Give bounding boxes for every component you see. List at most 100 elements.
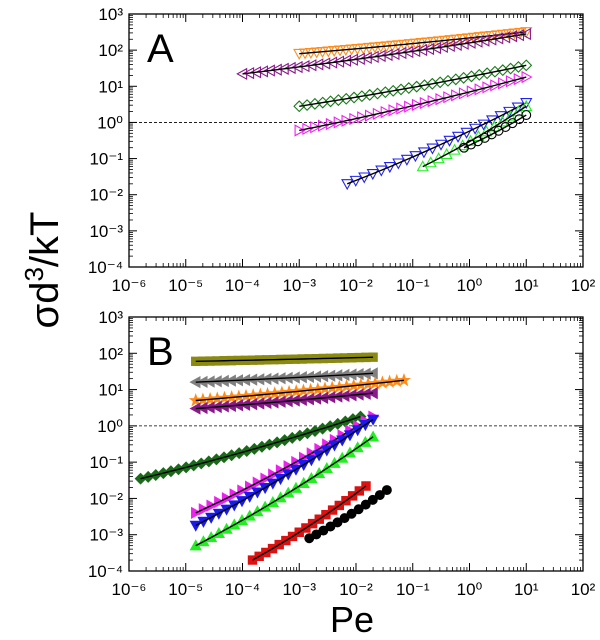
fit-line bbox=[195, 392, 374, 410]
data-point bbox=[458, 87, 470, 100]
x-tick-label: 10⁻² bbox=[339, 276, 373, 295]
y-tick-label: 10⁻³ bbox=[89, 222, 123, 241]
y-tick-label: 10⁻³ bbox=[89, 526, 123, 545]
fit-line bbox=[252, 485, 367, 561]
y-tick-label: 10⁻¹ bbox=[89, 150, 123, 169]
data-point bbox=[302, 122, 314, 136]
data-point bbox=[325, 117, 337, 131]
data-point bbox=[368, 352, 378, 362]
x-tick-label: 10⁻⁵ bbox=[168, 276, 203, 295]
data-point bbox=[310, 121, 322, 134]
y-tick-label: 10⁻⁴ bbox=[88, 562, 123, 581]
x-tick-label: 10¹ bbox=[514, 580, 539, 599]
panel-label: B bbox=[147, 330, 174, 374]
series-1 bbox=[236, 27, 531, 81]
y-tick-label: 10⁻⁴ bbox=[88, 258, 123, 277]
x-axis-title: Pe bbox=[330, 599, 374, 640]
fit-line bbox=[422, 105, 527, 168]
x-tick-label: 10⁻⁴ bbox=[225, 276, 260, 295]
y-axis-title: σd3/kT bbox=[19, 212, 67, 329]
y-tick-label: 10² bbox=[98, 344, 123, 363]
data-point bbox=[482, 81, 494, 94]
fit-line bbox=[140, 415, 361, 480]
data-point bbox=[521, 110, 532, 121]
y-tick-label: 10⁻² bbox=[89, 489, 123, 508]
series-3 bbox=[294, 70, 533, 137]
x-tick-label: 10² bbox=[571, 580, 596, 599]
data-point bbox=[318, 119, 330, 132]
fit-line bbox=[195, 372, 374, 383]
panel-b: 10⁻⁶ 10⁻⁵ 10⁻⁴ 10⁻³ 10⁻² 10⁻¹ 10⁰ 10¹ 10² 10⁻⁴ 10⁻… bbox=[88, 308, 596, 599]
x-tick-label: 10⁻³ bbox=[282, 580, 316, 599]
data-point bbox=[189, 520, 202, 532]
data-point bbox=[466, 85, 478, 98]
series-4 bbox=[341, 98, 533, 191]
y-tick-label: 10¹ bbox=[98, 381, 123, 400]
x-tick-label: 10⁰ bbox=[457, 276, 483, 295]
data-point bbox=[333, 116, 345, 129]
series-9 bbox=[304, 485, 392, 544]
data-point bbox=[411, 98, 423, 111]
data-point bbox=[364, 109, 377, 122]
data-point bbox=[341, 179, 354, 191]
data-point bbox=[451, 89, 463, 102]
data-point bbox=[404, 100, 416, 113]
data-point bbox=[372, 107, 384, 120]
data-point bbox=[357, 111, 369, 124]
data-point bbox=[498, 77, 510, 90]
fit-line bbox=[463, 114, 527, 149]
data-point bbox=[443, 91, 455, 104]
data-point bbox=[293, 48, 306, 60]
x-tick-label: 10⁻¹ bbox=[396, 580, 430, 599]
series-6 bbox=[459, 110, 532, 153]
series-2 bbox=[188, 372, 411, 407]
data-point bbox=[512, 105, 525, 117]
data-point bbox=[519, 27, 531, 41]
y-tick-label: 10⁻² bbox=[89, 186, 123, 205]
x-tick-label: 10⁻⁵ bbox=[168, 580, 203, 599]
y-tick-label: 10³ bbox=[98, 5, 123, 24]
fit-line bbox=[195, 356, 374, 363]
data-point bbox=[513, 73, 525, 86]
fit-line bbox=[346, 102, 527, 185]
y-tick-label: 10³ bbox=[98, 308, 123, 327]
y-tick-label: 10⁰ bbox=[97, 113, 123, 132]
series-6 bbox=[189, 414, 380, 532]
data-point bbox=[435, 93, 447, 106]
data-point bbox=[396, 102, 408, 115]
series-5 bbox=[416, 99, 533, 172]
fit-line bbox=[195, 415, 374, 514]
data-point bbox=[520, 98, 533, 110]
y-tick-label: 10⁻¹ bbox=[89, 453, 123, 472]
series-4 bbox=[134, 410, 367, 485]
fit-line bbox=[195, 379, 405, 402]
fit-line bbox=[299, 76, 527, 132]
panel-a: 10⁻⁶ 10⁻⁵ 10⁻⁴ 10⁻³ 10⁻² 10⁻¹ 10⁰ 10¹ 10² 10⁻⁴ 10⁻… bbox=[88, 5, 596, 295]
data-point bbox=[490, 79, 502, 92]
data-point bbox=[459, 142, 469, 153]
data-point bbox=[511, 102, 524, 114]
x-tick-label: 10⁰ bbox=[457, 580, 483, 599]
x-tick-label: 10¹ bbox=[514, 276, 539, 295]
data-point bbox=[505, 75, 517, 88]
y-tick-label: 10² bbox=[98, 41, 123, 60]
x-tick-label: 10² bbox=[571, 276, 596, 295]
series-1 bbox=[189, 367, 378, 389]
x-tick-label: 10⁻⁴ bbox=[225, 580, 260, 599]
series-2 bbox=[293, 59, 533, 113]
y-tick-label: 10⁰ bbox=[97, 417, 123, 436]
y-tick-label: 10¹ bbox=[98, 77, 123, 96]
x-tick-label: 10⁻⁶ bbox=[112, 276, 147, 295]
x-tick-label: 10⁻² bbox=[339, 580, 373, 599]
series-8 bbox=[247, 481, 371, 565]
data-point bbox=[427, 94, 439, 108]
data-point bbox=[520, 59, 533, 72]
series-3 bbox=[189, 386, 378, 415]
data-point bbox=[380, 105, 392, 119]
series-7 bbox=[189, 430, 380, 551]
fit-line bbox=[242, 33, 527, 75]
panel-label: A bbox=[147, 27, 174, 71]
fit-line bbox=[195, 418, 374, 527]
fit-line bbox=[195, 436, 374, 547]
